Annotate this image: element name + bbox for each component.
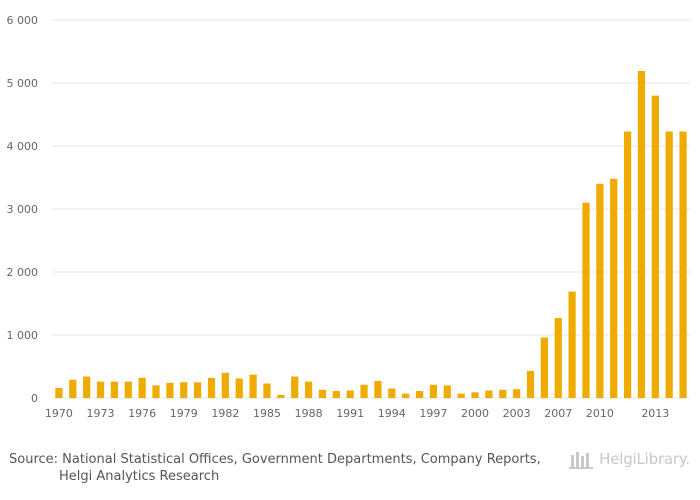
logo-text: HelgiLibrary. (599, 450, 690, 468)
bar-2004 (526, 370, 535, 398)
x-tick-label: 1979 (170, 407, 198, 420)
bar-2010 (610, 178, 618, 398)
x-tick-label: 1988 (295, 407, 323, 420)
x-tick-label: 1997 (419, 407, 447, 420)
bar-2013 (651, 95, 659, 398)
source-note: Source: National Statistical Offices, Go… (9, 451, 541, 485)
bar-1974 (110, 381, 119, 398)
x-tick-label: 2007 (544, 407, 572, 420)
x-tick-label: 1991 (336, 407, 364, 420)
y-tick-label: 2 000 (7, 266, 39, 279)
bar-1981 (207, 377, 216, 398)
bar-1997 (429, 384, 438, 398)
bar-1972 (83, 376, 91, 398)
x-tick-label: 1985 (253, 407, 281, 420)
bars (55, 71, 687, 398)
bar-1979 (180, 382, 188, 398)
bar-1977 (152, 385, 160, 398)
y-tick-label: 3 000 (7, 203, 39, 216)
bar-2001 (485, 390, 493, 398)
y-tick-label: 1 000 (7, 329, 39, 342)
bar-1983 (235, 378, 243, 398)
bar-1996 (415, 391, 424, 398)
bar-1994 (388, 388, 396, 398)
grid-lines (52, 19, 690, 399)
bar-1982 (221, 372, 229, 398)
source-line-2: Helgi Analytics Research (59, 469, 220, 484)
bar-1978 (166, 382, 174, 398)
source-line-1: Source: National Statistical Offices, Go… (9, 452, 541, 467)
bar-2002 (499, 389, 507, 398)
x-tick-label: 1973 (87, 407, 115, 420)
x-tick-label: 2000 (461, 407, 489, 420)
bar-1973 (96, 381, 105, 398)
x-tick-label: 2010 (586, 407, 614, 420)
library-building-icon (569, 452, 594, 469)
bar-2015 (679, 131, 687, 398)
bar-1998 (443, 385, 451, 398)
y-tick-label: 6 000 (7, 14, 39, 27)
bar-1989 (318, 389, 327, 398)
bar-2011 (623, 131, 632, 398)
bar-1976 (138, 377, 146, 398)
bar-1970 (55, 387, 63, 398)
y-tick-label: 4 000 (7, 140, 39, 153)
bar-2007 (568, 291, 576, 398)
x-tick-label: 1982 (211, 407, 239, 420)
bar-2008 (582, 202, 590, 398)
bar-1986 (277, 394, 285, 398)
x-tick-label: 2013 (641, 407, 669, 420)
bar-1984 (249, 374, 257, 398)
bar-1993 (374, 380, 382, 398)
bar-2006 (554, 317, 562, 398)
y-tick-label: 5 000 (7, 77, 39, 90)
x-axis-labels: 1970 1973 1976 1979 1982 1985 1988 1991 1994 1997… (45, 407, 669, 420)
bar-1999 (457, 393, 465, 398)
bar-1987 (291, 376, 299, 398)
x-tick-label: 1970 (45, 407, 73, 420)
x-tick-label: 1976 (128, 407, 156, 420)
x-tick-label: 1994 (378, 407, 406, 420)
x-tick-label: 2003 (503, 407, 531, 420)
bar-2000 (471, 392, 479, 398)
bar-1992 (360, 384, 368, 398)
bar-2014 (665, 131, 673, 398)
bar-2012 (637, 71, 646, 398)
bar-1971 (69, 379, 77, 398)
bar-1975 (124, 381, 132, 398)
helgi-library-logo: HelgiLibrary. (569, 449, 690, 469)
bar-1988 (304, 381, 313, 398)
bar-2005 (540, 337, 548, 398)
bar-2003 (513, 389, 521, 398)
y-tick-label: 0 (31, 392, 38, 405)
bar-1990 (332, 391, 340, 398)
bar-chart: 0 1 000 2 000 3 000 4 000 5 000 6 000 1970 1973… (7, 14, 690, 420)
bar-1991 (346, 390, 354, 398)
bar-1995 (402, 393, 410, 398)
y-axis-labels: 0 1 000 2 000 3 000 4 000 5 000 6 000 (7, 14, 39, 405)
bar-2009 (596, 183, 604, 398)
bar-1980 (194, 382, 202, 398)
bar-1985 (263, 383, 271, 398)
